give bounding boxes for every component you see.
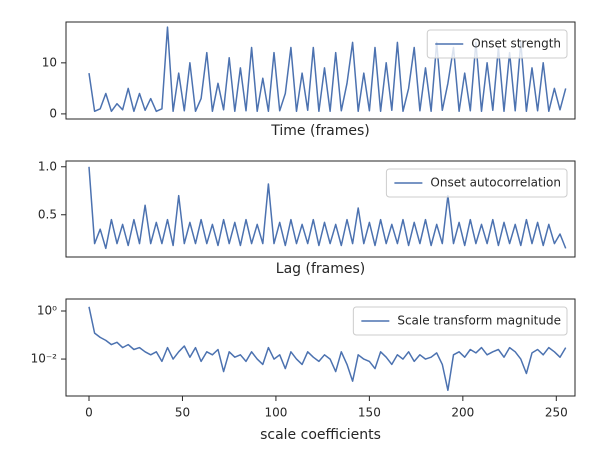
legend-label: Scale transform magnitude <box>397 314 561 328</box>
data-line <box>88 166 567 250</box>
x-tick-label: 200 <box>451 406 474 420</box>
legend-box <box>352 306 568 336</box>
axes-frame <box>65 21 576 120</box>
x-tick-label: 0 <box>85 406 93 420</box>
legend: Onset autocorrelation <box>385 168 568 198</box>
y-tick-label: 0.5 <box>38 207 57 221</box>
legend-box <box>426 29 568 59</box>
x-axis-label: Lag (frames) <box>276 261 365 277</box>
legend: Onset strength <box>426 29 568 59</box>
legend: Scale transform magnitude <box>352 306 568 336</box>
axes-frame <box>65 160 576 258</box>
data-line <box>88 26 567 113</box>
x-tick-label: 250 <box>545 406 568 420</box>
x-axis-label: scale coefficients <box>260 427 381 443</box>
y-tick-label: 10⁰ <box>37 304 57 318</box>
legend-label: Onset strength <box>471 37 561 51</box>
y-tick-label: 0 <box>49 106 57 120</box>
x-tick-label: 100 <box>264 406 287 420</box>
y-tick-label: 10⁻² <box>31 352 58 366</box>
legend-label: Onset autocorrelation <box>430 176 561 190</box>
legend-box <box>385 168 568 198</box>
x-tick-label: 50 <box>175 406 190 420</box>
x-axis-label: Time (frames) <box>270 123 369 139</box>
axes-frame <box>65 298 576 397</box>
y-tick-label: 1.0 <box>38 159 57 173</box>
data-line <box>88 306 567 392</box>
y-tick-label: 10 <box>42 55 57 69</box>
x-tick-label: 150 <box>358 406 381 420</box>
